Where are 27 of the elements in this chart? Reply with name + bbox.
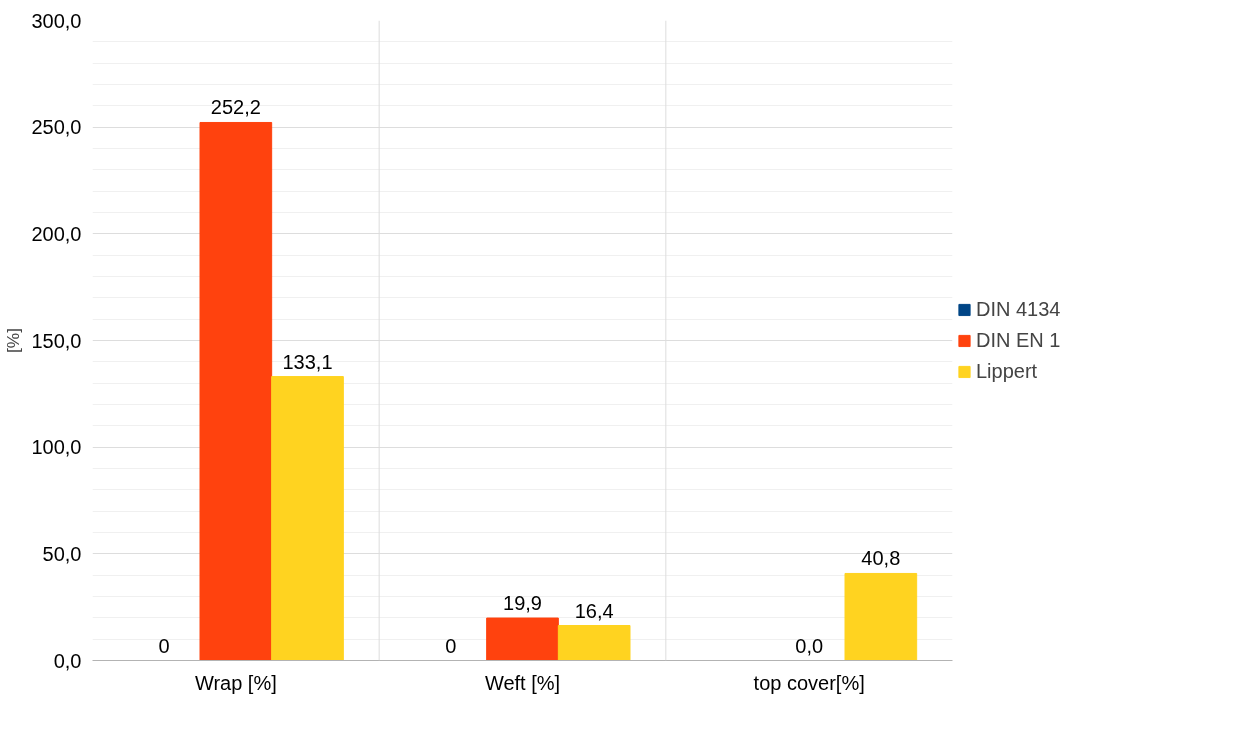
- bar: [199, 121, 273, 661]
- legend-label: Lippert: [976, 359, 1038, 383]
- data-label: 0,0: [795, 634, 824, 657]
- bar: [557, 625, 631, 661]
- x-tick-label: Weft [%]: [484, 671, 561, 694]
- bar: [271, 376, 344, 661]
- y-tick-label: 150,0: [31, 329, 82, 352]
- data-label: 0: [158, 634, 170, 657]
- data-label: 19,9: [503, 592, 542, 615]
- bar: [844, 572, 918, 661]
- legend-label: DIN 4134: [976, 297, 1061, 321]
- data-label: 40,8: [861, 547, 901, 570]
- y-tick-label: 200,0: [31, 222, 82, 245]
- x-tick-label: Wrap [%]: [194, 671, 277, 694]
- data-label: 133,1: [282, 350, 333, 373]
- y-tick-label: 100,0: [31, 436, 82, 459]
- legend-label: DIN EN 1: [976, 328, 1061, 352]
- x-tick-label: top cover[%]: [753, 671, 865, 694]
- y-tick-label: 50,0: [42, 542, 82, 565]
- data-label: 0: [445, 634, 457, 657]
- y-tick-label: 300,0: [31, 9, 82, 32]
- bar: [486, 617, 559, 661]
- data-label: 252,2: [210, 96, 261, 119]
- data-label: 16,4: [574, 599, 614, 622]
- y-tick-label: 0,0: [53, 649, 82, 672]
- y-axis-title: [%]: [3, 327, 24, 354]
- y-tick-label: 250,0: [31, 116, 82, 139]
